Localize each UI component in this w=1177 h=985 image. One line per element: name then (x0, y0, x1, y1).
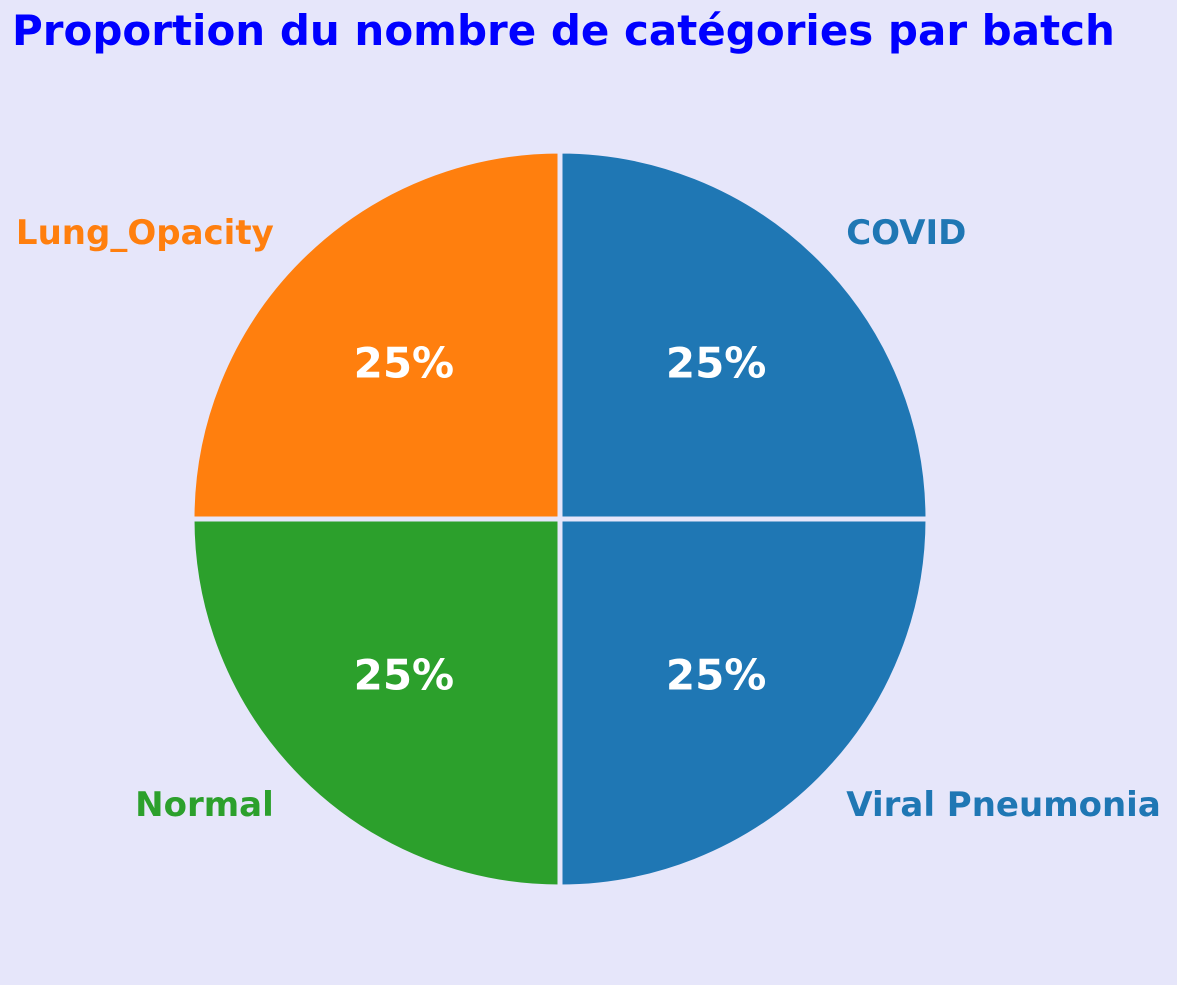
pie-slices (189, 148, 931, 890)
pie-slice-lung-opacity (189, 148, 563, 522)
pie-category-label: Normal (135, 785, 274, 825)
pie-category-label: Lung_Opacity (16, 213, 274, 253)
pie-slice-covid (557, 148, 931, 522)
pie-pct-label: 25% (666, 338, 767, 387)
pie-pct-label: 25% (666, 651, 767, 700)
pie-slice-normal (189, 516, 563, 890)
pie-category-label: Viral Pneumonia (846, 785, 1161, 825)
chart-title: Proportion du nombre de catégories par b… (12, 6, 1115, 55)
pie-pct-label: 25% (354, 651, 455, 700)
pie-labels: 25% COVID 25% Viral Pneumonia 25% Normal 25% Lu… (16, 213, 1161, 825)
pie-pct-label: 25% (354, 338, 455, 387)
pie-category-label: COVID (846, 213, 966, 253)
pie-slice-viral-pneumonia (557, 516, 931, 890)
